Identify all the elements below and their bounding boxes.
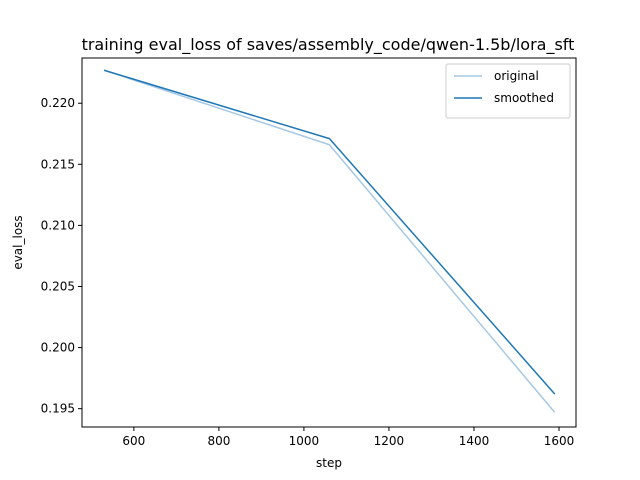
y-tick-label: 0.220 [41, 96, 75, 110]
legend-box [445, 63, 571, 119]
y-axis-ticks: 0.195 0.200 0.205 0.210 0.215 0.220 [41, 96, 82, 416]
y-tick-label: 0.210 [41, 218, 75, 232]
y-tick-label: 0.195 [41, 402, 75, 416]
legend: original smoothed [445, 63, 571, 119]
y-tick-label: 0.215 [41, 157, 75, 171]
y-axis-label: eval_loss [11, 215, 25, 269]
x-tick-label: 1200 [374, 434, 405, 448]
plot-frame [81, 57, 577, 428]
chart-title: training eval_loss of saves/assembly_cod… [82, 35, 575, 55]
x-tick-label: 800 [207, 434, 230, 448]
x-axis-label: step [316, 456, 342, 470]
y-tick-label: 0.200 [41, 341, 75, 355]
legend-label-smoothed: smoothed [494, 91, 554, 105]
x-tick-label: 1400 [459, 434, 490, 448]
legend-label-original: original [494, 69, 539, 83]
x-tick-label: 600 [122, 434, 145, 448]
x-tick-label: 1000 [289, 434, 320, 448]
y-tick-label: 0.205 [41, 279, 75, 293]
x-axis-ticks: 600 800 1000 1200 1400 1600 [122, 427, 574, 448]
series-line-smoothed [103, 69, 556, 395]
x-tick-label: 1600 [544, 434, 575, 448]
series-line-original [103, 69, 556, 413]
plot-lines [103, 69, 556, 413]
